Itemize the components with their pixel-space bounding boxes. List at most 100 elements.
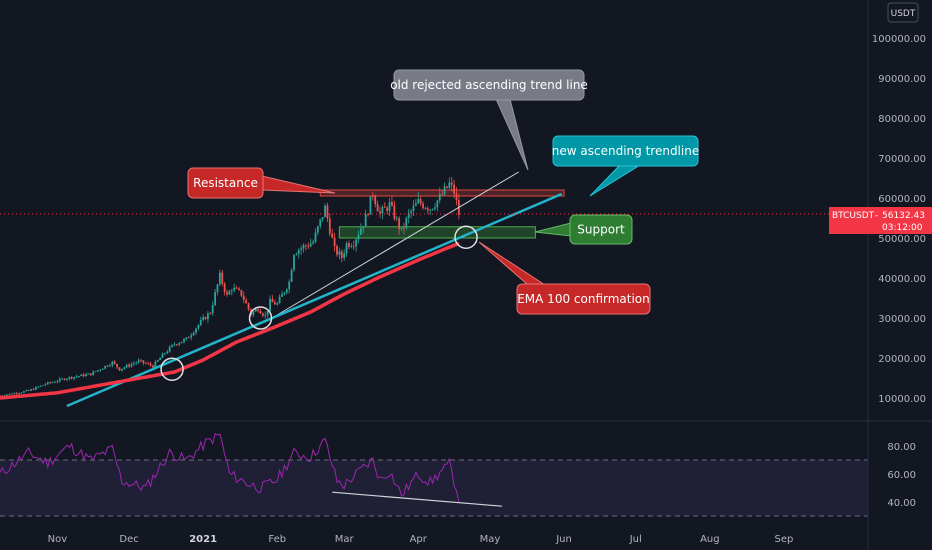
- candle-body: [419, 198, 422, 204]
- candle-body: [164, 353, 166, 355]
- callout-resistance: Resistance: [187, 167, 336, 199]
- candle-body: [61, 378, 64, 380]
- candle-body: [56, 381, 59, 383]
- candle-body: [305, 245, 307, 247]
- candle-body: [171, 344, 173, 347]
- candle-body: [130, 364, 133, 367]
- price-tick-label: 10000.00: [878, 394, 926, 405]
- candle-body: [383, 207, 386, 208]
- candle-body: [8, 393, 11, 395]
- time-tick-label: Dec: [119, 534, 138, 545]
- badge-countdown: 03:12:00: [882, 223, 923, 233]
- candle-body: [410, 210, 412, 213]
- candle-body: [173, 344, 176, 346]
- candle-body: [54, 382, 56, 383]
- candle-body: [147, 363, 150, 365]
- ema-layer: [0, 241, 460, 400]
- candle-body: [175, 344, 178, 346]
- candle-body: [252, 311, 255, 316]
- candle-body: [113, 361, 116, 364]
- candle-body: [46, 382, 49, 385]
- candle-body: [242, 295, 245, 300]
- candle-body: [319, 219, 322, 227]
- candle-body: [271, 298, 274, 303]
- candle-body: [374, 196, 377, 205]
- ema-100-line: [0, 241, 460, 400]
- time-tick-label: Jun: [555, 534, 572, 545]
- candle-body: [168, 346, 171, 352]
- candle-body: [386, 207, 389, 211]
- candle-body: [338, 251, 341, 255]
- candle-body: [247, 303, 250, 310]
- rsi-band: [0, 460, 868, 516]
- candle-body: [376, 204, 379, 212]
- rsi-tick-label: 40.00: [887, 498, 916, 509]
- candle-body: [343, 253, 346, 258]
- price-tick-label: 100000.00: [872, 34, 926, 45]
- candle-body: [240, 289, 243, 296]
- candle-body: [257, 309, 260, 311]
- candle-body: [214, 292, 216, 306]
- candle-body: [424, 208, 427, 209]
- candle-body: [278, 296, 281, 304]
- candle-body: [436, 200, 439, 208]
- rsi-line: [0, 432, 460, 503]
- candle-body: [37, 386, 40, 388]
- candle-body: [345, 243, 348, 254]
- candle-body: [398, 218, 401, 229]
- time-tick-label: Apr: [410, 534, 428, 545]
- candle-body: [340, 251, 343, 258]
- candle-body: [25, 390, 28, 392]
- touch-point-circle: [160, 357, 184, 381]
- candles-layer: [0, 176, 460, 397]
- candle-body: [326, 205, 329, 219]
- touch-point-circle: [454, 225, 478, 249]
- candle-body: [405, 217, 408, 229]
- time-tick-label: Mar: [335, 534, 355, 545]
- candle-body: [414, 203, 417, 206]
- price-tick-label: 30000.00: [878, 314, 926, 325]
- currency-button[interactable]: USDT: [887, 2, 919, 23]
- candle-body: [233, 287, 236, 291]
- candle-body: [118, 367, 121, 371]
- rsi-line-layer: [0, 432, 502, 507]
- callout-ema-confirmation-text: EMA 100 confirmation: [517, 292, 650, 306]
- candle-body: [407, 212, 410, 218]
- candle-body: [446, 186, 448, 188]
- candle-body: [166, 351, 169, 354]
- candle-body: [254, 309, 257, 312]
- circles-layer: [160, 225, 478, 381]
- candle-body: [125, 364, 128, 368]
- candle-body: [44, 384, 47, 386]
- candle-body: [6, 394, 9, 396]
- callout-ema-confirmation: EMA 100 confirmation: [478, 241, 651, 315]
- time-tick-label: Jul: [629, 534, 642, 545]
- candle-body: [290, 270, 293, 282]
- candle-body: [350, 246, 353, 248]
- candle-body: [300, 248, 303, 251]
- price-tick-label: 20000.00: [878, 354, 926, 365]
- candle-body: [245, 299, 248, 304]
- candle-body: [75, 376, 78, 378]
- candle-body: [32, 389, 35, 391]
- rsi-axis-ticks: 40.00 60.00 80.00: [887, 442, 916, 509]
- candle-body: [269, 298, 271, 311]
- rsi-pane: 40.00 60.00 80.00: [0, 432, 916, 517]
- currency-button-label[interactable]: USDT: [891, 9, 916, 19]
- callout-resistance-box: [187, 167, 264, 199]
- candle-body: [104, 365, 107, 369]
- candle-body: [73, 376, 75, 379]
- candle-body: [331, 233, 334, 238]
- time-tick-label: Feb: [268, 534, 286, 545]
- candle-body: [412, 205, 415, 211]
- time-tick-label: Aug: [700, 534, 720, 545]
- candle-body: [190, 335, 193, 338]
- candle-body: [154, 361, 157, 368]
- candle-body: [235, 287, 238, 289]
- candle-body: [422, 203, 424, 209]
- candle-body: [448, 182, 451, 188]
- candle-body: [197, 324, 200, 329]
- callout-new-trendline-box: [552, 135, 699, 167]
- candle-body: [395, 218, 398, 220]
